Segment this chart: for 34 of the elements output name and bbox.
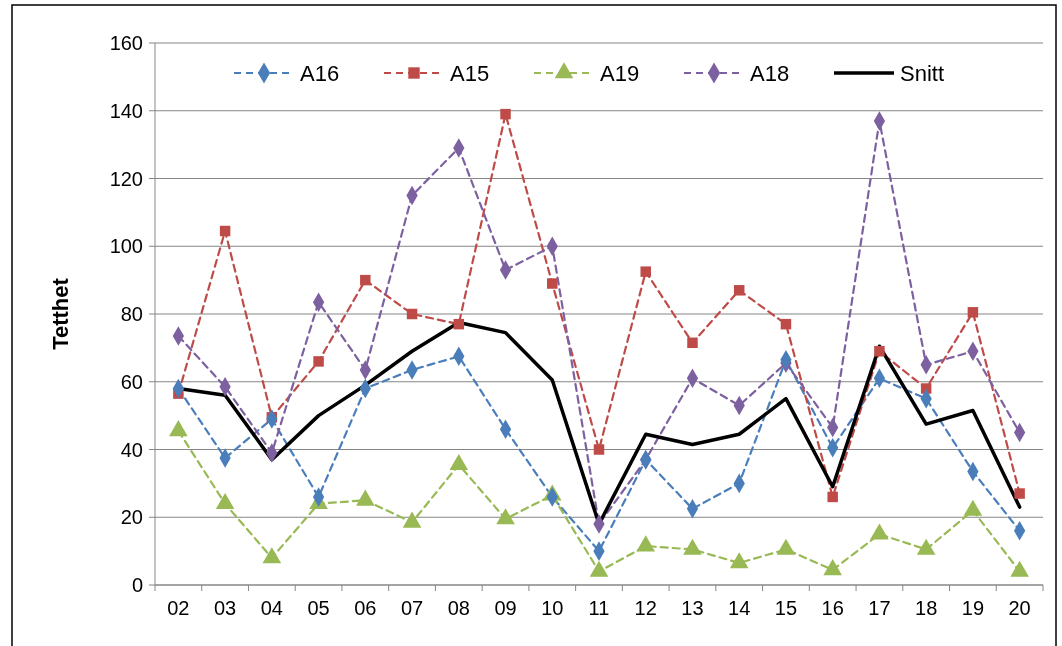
x-tick-label: 03 xyxy=(213,597,237,619)
y-tick-label: 160 xyxy=(109,32,143,54)
x-tick-label: 11 xyxy=(588,597,610,619)
legend-label: A16 xyxy=(300,60,340,86)
x-tick-label: 16 xyxy=(821,597,844,619)
y-tick-label: 140 xyxy=(109,99,143,122)
x-tick-label: 04 xyxy=(260,597,283,619)
y-tick-label: 60 xyxy=(120,370,143,393)
y-axis-title: Tetthet xyxy=(48,277,73,350)
legend-label: A19 xyxy=(600,60,640,86)
x-tick-label: 05 xyxy=(307,597,330,619)
x-tick-label: 15 xyxy=(774,597,798,619)
x-tick-label: 18 xyxy=(915,597,938,619)
x-tick-label: 20 xyxy=(1008,597,1031,619)
y-tick-label: 100 xyxy=(109,235,143,258)
y-tick-label: 120 xyxy=(109,167,143,190)
x-tick-label: 17 xyxy=(868,597,891,619)
legend-label: Snitt xyxy=(900,60,945,86)
x-tick-label: 14 xyxy=(728,597,751,619)
x-tick-label: 12 xyxy=(634,597,657,619)
x-tick-label: 10 xyxy=(541,597,564,619)
x-tick-label: 13 xyxy=(681,597,704,619)
x-tick-label: 19 xyxy=(961,597,985,619)
x-tick-label: 02 xyxy=(167,597,190,619)
x-tick-label: 06 xyxy=(354,597,377,619)
legend-label: A15 xyxy=(450,60,490,86)
legend-label: A18 xyxy=(750,60,790,86)
x-tick-label: 09 xyxy=(494,597,517,619)
y-tick-label: 80 xyxy=(120,303,143,325)
x-tick-label: 08 xyxy=(447,597,470,619)
y-tick-label: 20 xyxy=(120,506,143,529)
y-tick-label: 40 xyxy=(120,438,143,461)
x-tick-label: 07 xyxy=(400,597,424,619)
y-tick-label: 0 xyxy=(131,574,143,596)
